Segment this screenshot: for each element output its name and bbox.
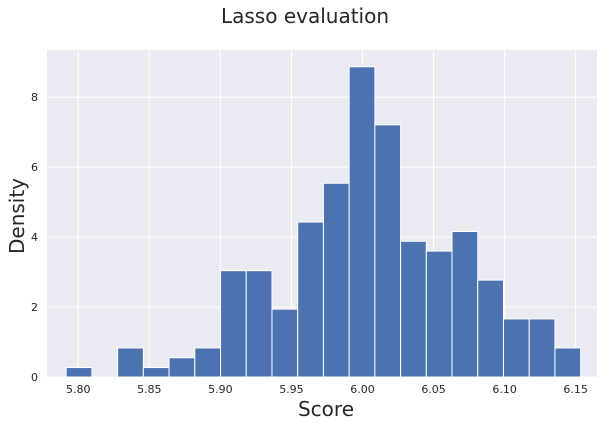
x-tick-label: 6.15 <box>563 383 588 396</box>
y-axis-label: Density <box>5 178 29 254</box>
y-tick-label: 2 <box>31 301 38 314</box>
histogram-bar-17 <box>502 318 530 378</box>
y-tick-label: 8 <box>31 91 38 104</box>
y-tick-label: 0 <box>31 371 38 384</box>
histogram-bar-7 <box>245 270 273 378</box>
chart-title: Lasso evaluation <box>221 4 389 28</box>
histogram-bar-0 <box>65 367 93 378</box>
y-tick-label: 4 <box>31 231 38 244</box>
histogram-bar-12 <box>374 124 402 378</box>
histogram-bar-3 <box>142 367 170 378</box>
histogram-bar-8 <box>271 308 299 378</box>
histogram-bar-11 <box>348 66 376 378</box>
x-axis-ticks: 5.80 5.85 5.90 5.95 6.00 6.05 6.10 6.15 <box>66 383 588 396</box>
x-tick-label: 5.80 <box>66 383 91 396</box>
histogram-bar-10 <box>322 182 350 378</box>
x-tick-label: 5.90 <box>208 383 233 396</box>
histogram-bar-14 <box>425 250 453 378</box>
histogram-bar-15 <box>451 231 479 378</box>
x-tick-label: 6.10 <box>492 383 517 396</box>
histogram-bar-2 <box>117 347 144 378</box>
histogram-bar-13 <box>400 240 427 378</box>
histogram-bar-16 <box>477 279 504 378</box>
x-axis-label: Score <box>298 397 354 421</box>
x-tick-label: 5.85 <box>137 383 162 396</box>
x-tick-label: 6.05 <box>421 383 446 396</box>
histogram-bars <box>65 66 582 378</box>
y-axis-ticks: 0 2 4 6 8 <box>31 91 38 384</box>
histogram-bar-4 <box>168 357 196 378</box>
histogram-bar-18 <box>528 318 556 378</box>
histogram-bar-5 <box>194 347 222 378</box>
x-tick-label: 6.00 <box>350 383 375 396</box>
y-tick-label: 6 <box>31 161 38 174</box>
histogram-bar-6 <box>220 270 247 378</box>
x-tick-label: 5.95 <box>279 383 304 396</box>
histogram-bar-9 <box>297 221 324 378</box>
histogram-bar-19 <box>554 347 582 378</box>
